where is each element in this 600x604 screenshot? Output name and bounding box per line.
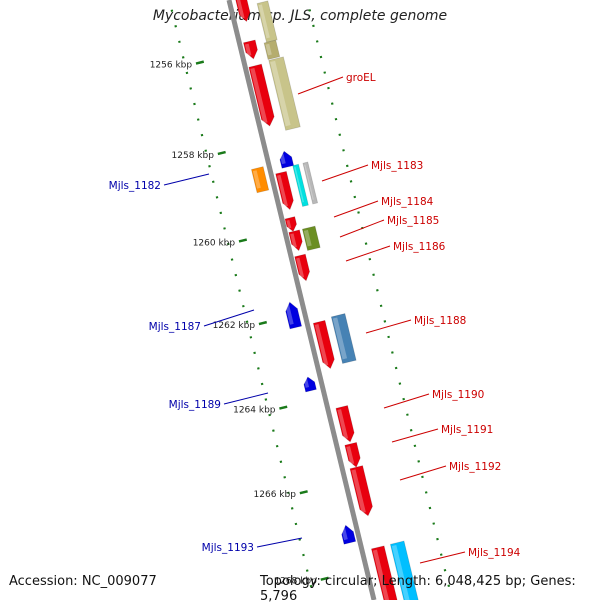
cog-feature <box>268 56 301 131</box>
gene-label-text: Mjls_1193 <box>202 542 254 554</box>
gene-label-text: Mjls_1185 <box>387 215 439 227</box>
gene-label: Mjls_1191 <box>391 424 493 443</box>
gene-label: Mjls_1184 <box>333 196 434 218</box>
cog-feature <box>256 0 278 43</box>
kbp-tick-label: 1256 kbp <box>150 60 193 70</box>
gene-label-text: Mjls_1192 <box>449 461 501 473</box>
gene-label: Mjls_1187 <box>149 309 255 333</box>
gene-feature <box>275 170 294 211</box>
gene-feature <box>335 405 355 443</box>
features-layer <box>235 0 419 600</box>
gene-label-text: Mjls_1182 <box>109 180 161 192</box>
dotted-rings <box>168 0 454 600</box>
gene-feature <box>284 216 297 233</box>
gene-label-text: Mjls_1184 <box>381 196 434 208</box>
kbp-tick: 1262 kbp <box>213 320 268 331</box>
labels-layer: groEL Mjls_1183 Mjls_1184 Mjls_1185 Mjls_118… <box>109 72 521 564</box>
kbp-tick-label: 1266 kbp <box>254 490 297 500</box>
cog-feature <box>301 225 321 252</box>
gene-label: Mjls_1182 <box>109 173 210 192</box>
gene-feature <box>235 0 251 23</box>
kbp-tick-label: 1268 kbp <box>274 577 317 587</box>
gene-label: Mjls_1188 <box>365 315 466 334</box>
kbp-tick: 1268 kbp <box>274 576 329 587</box>
gene-label-text: Mjls_1189 <box>169 399 221 411</box>
gene-label-text: Mjls_1188 <box>414 315 466 327</box>
gene-label: Mjls_1189 <box>169 392 269 411</box>
cog-feature <box>302 161 319 205</box>
gene-label: groEL <box>297 72 376 95</box>
gene-label: Mjls_1193 <box>202 537 303 554</box>
gene-label-text: Mjls_1183 <box>371 160 423 172</box>
cog-feature <box>292 163 309 207</box>
gene-label-text: Mjls_1187 <box>149 321 201 333</box>
gene-label: Mjls_1186 <box>345 241 446 262</box>
gene-label-text: Mjls_1194 <box>468 547 521 559</box>
gene-feature <box>349 465 373 517</box>
gene-label: Mjls_1183 <box>321 160 423 182</box>
backbone <box>226 0 377 600</box>
gene-label-text: groEL <box>346 72 376 84</box>
kbp-tick: 1260 kbp <box>193 238 248 248</box>
gene-label: Mjls_1192 <box>399 461 501 481</box>
gene-feature <box>312 319 335 370</box>
genome-backbone <box>226 0 377 600</box>
gene-feature <box>370 545 398 600</box>
gene-label: Mjls_1190 <box>383 389 484 409</box>
gene-feature <box>285 301 303 330</box>
gene-label: Mjls_1185 <box>339 215 439 238</box>
outer-dotted-ring <box>306 0 454 600</box>
gene-label-text: Mjls_1191 <box>441 424 493 436</box>
cog-feature <box>330 313 357 364</box>
kbp-tick-label: 1258 kbp <box>172 151 215 161</box>
gene-label-text: Mjls_1186 <box>393 241 446 253</box>
kbp-tick-label: 1264 kbp <box>233 406 276 416</box>
gene-label-text: Mjls_1190 <box>432 389 484 401</box>
kbp-tick: 1264 kbp <box>233 405 288 416</box>
kbp-tick-label: 1262 kbp <box>213 321 256 331</box>
cog-feature <box>263 39 281 60</box>
gene-feature <box>248 63 275 127</box>
gene-feature <box>344 441 361 468</box>
gene-feature <box>341 524 357 545</box>
gene-feature <box>279 150 295 169</box>
kbp-tick-label: 1260 kbp <box>193 238 236 248</box>
gene-feature <box>288 229 303 252</box>
accession-text: Accession: NC_009077 <box>9 574 157 589</box>
kbp-tick: 1266 kbp <box>254 490 308 500</box>
gene-feature <box>303 376 317 393</box>
cog-feature <box>389 540 419 600</box>
gene-feature <box>294 253 310 282</box>
cog-feature <box>250 166 270 194</box>
kbp-tick: 1256 kbp <box>150 60 205 70</box>
kbp-tick: 1258 kbp <box>172 150 226 161</box>
ticks-layer: 1256 kbp 1258 kbp 1260 kbp 1262 kbp 1264 kbp… <box>150 60 329 587</box>
map-title: Mycobacterium sp. JLS, complete genome <box>152 8 448 24</box>
gene-label: Mjls_1194 <box>419 547 521 564</box>
gene-feature <box>242 39 258 60</box>
